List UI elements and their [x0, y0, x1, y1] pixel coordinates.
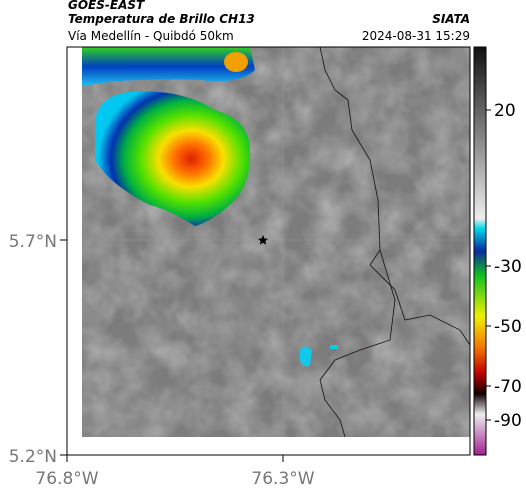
title: GOES-EAST — [68, 0, 145, 12]
colorbar — [473, 46, 487, 456]
lat-label: 5.7°N — [9, 232, 57, 252]
route: Vía Medellín - Quibdó 50km — [68, 29, 234, 43]
colorbar-label: -50 — [494, 317, 522, 337]
timestamp: 2024-08-31 15:29 — [362, 29, 470, 43]
source: SIATA — [432, 12, 470, 26]
lon-label: 76.3°W — [251, 469, 314, 489]
subtitle: Temperatura de Brillo CH13 — [68, 12, 255, 26]
lon-label: 76.8°W — [35, 469, 98, 489]
colorbar-label: 20 — [494, 101, 516, 121]
lat-label: 5.2°N — [9, 447, 57, 467]
colorbar-label: -70 — [494, 377, 522, 397]
colorbar-label: -30 — [494, 257, 522, 277]
colorbar-label: -90 — [494, 411, 522, 431]
map-image — [82, 47, 470, 437]
